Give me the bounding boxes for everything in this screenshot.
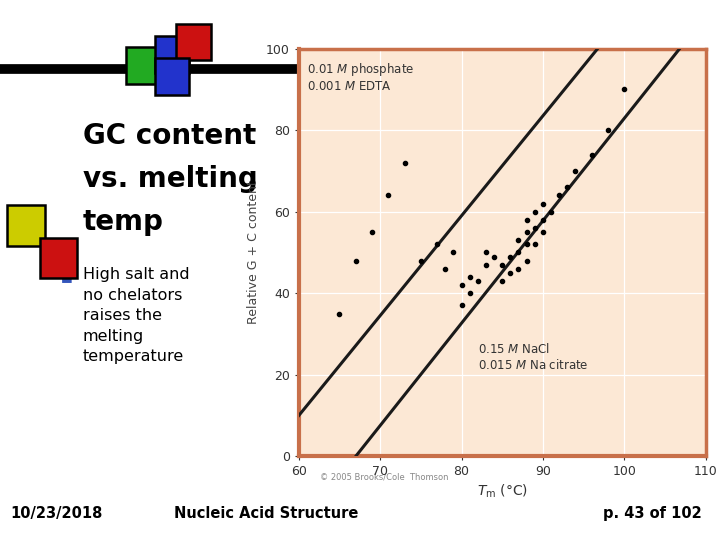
Text: © 2005 Brooks/Cole  Thomson: © 2005 Brooks/Cole Thomson	[320, 472, 449, 482]
Point	[431, 240, 443, 248]
Point	[415, 256, 427, 265]
Point	[513, 236, 524, 245]
Point	[497, 276, 508, 285]
Point	[586, 150, 598, 159]
Point	[602, 126, 613, 134]
Point	[334, 309, 346, 318]
Text: High salt and
no chelators
raises the
melting
temperature: High salt and no chelators raises the me…	[83, 267, 189, 364]
Point	[618, 85, 630, 93]
Point	[505, 252, 516, 261]
Point	[521, 228, 532, 237]
Bar	[40, 238, 77, 278]
Point	[554, 191, 565, 200]
Bar	[155, 58, 189, 94]
Text: ■: ■	[61, 270, 73, 283]
Point	[456, 281, 467, 289]
Point	[529, 224, 541, 232]
Bar	[176, 24, 211, 60]
Point	[497, 260, 508, 269]
Point	[480, 248, 492, 256]
Text: p. 43 of 102: p. 43 of 102	[603, 506, 702, 521]
Text: temp: temp	[83, 208, 163, 236]
Point	[545, 207, 557, 216]
Point	[366, 228, 378, 237]
Point	[464, 289, 475, 298]
Point	[537, 215, 549, 224]
Point	[472, 276, 484, 285]
Text: 0.15 $\it{M}$ NaCl
0.015 $\it{M}$ Na citrate: 0.15 $\it{M}$ NaCl 0.015 $\it{M}$ Na cit…	[478, 342, 588, 373]
Point	[480, 260, 492, 269]
Point	[488, 252, 500, 261]
Bar	[7, 205, 45, 246]
X-axis label: $T_{\mathrm{m}}$ (°C): $T_{\mathrm{m}}$ (°C)	[477, 483, 528, 500]
Point	[513, 265, 524, 273]
Point	[505, 268, 516, 277]
Point	[521, 240, 532, 248]
Point	[570, 166, 581, 175]
Point	[537, 228, 549, 237]
Y-axis label: Relative G + C content: Relative G + C content	[248, 180, 261, 325]
Point	[448, 248, 459, 256]
Point	[521, 256, 532, 265]
Bar	[155, 36, 189, 73]
Text: vs. melting: vs. melting	[83, 165, 258, 193]
Point	[350, 256, 361, 265]
Point	[439, 265, 451, 273]
Point	[513, 248, 524, 256]
Point	[537, 199, 549, 208]
Text: Nucleic Acid Structure: Nucleic Acid Structure	[174, 506, 359, 521]
Point	[562, 183, 573, 192]
Text: 0.01 $\it{M}$ phosphate
0.001 $\it{M}$ EDTA: 0.01 $\it{M}$ phosphate 0.001 $\it{M}$ E…	[307, 61, 414, 93]
Bar	[126, 47, 161, 84]
Point	[464, 273, 475, 281]
Point	[521, 215, 532, 224]
Text: 10/23/2018: 10/23/2018	[11, 506, 103, 521]
Point	[456, 301, 467, 310]
Point	[399, 158, 410, 167]
Point	[529, 240, 541, 248]
Text: GC content: GC content	[83, 122, 256, 150]
Point	[382, 191, 394, 200]
Point	[529, 207, 541, 216]
